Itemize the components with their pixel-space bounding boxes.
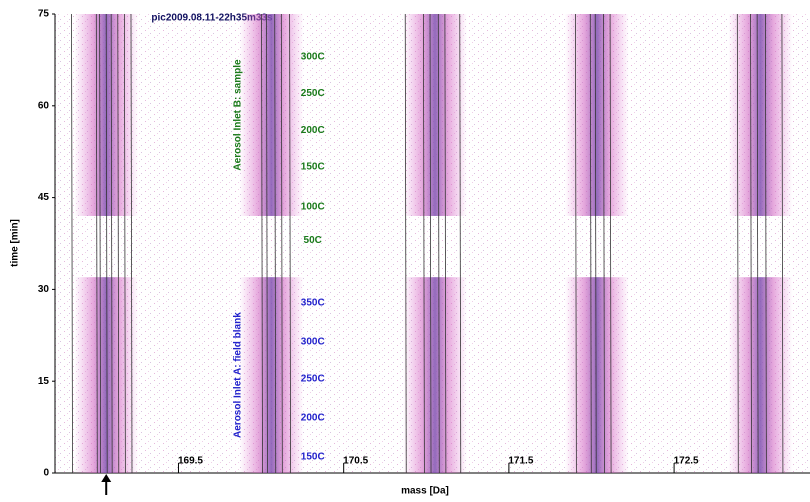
peak-streak — [402, 277, 467, 473]
arrow-head — [101, 474, 112, 482]
marker-line — [594, 13, 597, 474]
temperature-label: 300C — [301, 51, 325, 62]
marker-line — [429, 13, 432, 474]
temperature-label: 200C — [301, 413, 325, 424]
temperature-label: 50C — [304, 235, 322, 246]
y-tick-label: 15 — [38, 376, 50, 387]
marker-line — [95, 13, 98, 474]
marker-line — [575, 13, 577, 474]
marker-line — [437, 13, 440, 474]
region-label: Aerosol Inlet B: sample — [232, 59, 243, 171]
peak-streak — [402, 14, 467, 216]
marker-line — [274, 13, 277, 474]
marker-line — [105, 13, 108, 474]
marker-line — [130, 13, 133, 474]
marker-line — [589, 13, 592, 474]
marker-line — [110, 13, 113, 474]
peak-streak — [564, 14, 629, 216]
y-tick-label: 75 — [38, 9, 50, 20]
marker-line — [764, 13, 767, 474]
marker-line — [603, 13, 605, 474]
marker-line — [609, 13, 612, 474]
marker-line — [736, 13, 739, 474]
marker-line — [781, 13, 784, 474]
x-tick-label: 172.5 — [674, 456, 699, 467]
temperature-label: 100C — [301, 201, 325, 212]
marker-line — [750, 13, 752, 474]
y-tick-label: 45 — [38, 192, 50, 203]
marker-line — [266, 13, 268, 474]
chart-title: pic2009.08.11-22h35m33s — [151, 13, 273, 24]
y-tick-label: 60 — [38, 100, 50, 111]
region-label: Aerosol Inlet A: field blank — [232, 312, 243, 438]
y-tick-label: 30 — [38, 284, 50, 295]
temperature-label: 250C — [301, 373, 325, 384]
marker-line — [71, 13, 73, 474]
marker-line — [459, 13, 462, 474]
temperature-label: 300C — [301, 337, 325, 348]
marker-line — [123, 13, 126, 474]
marker-line — [423, 13, 425, 474]
x-tick-label: 170.5 — [343, 456, 368, 467]
y-tick-label: 0 — [43, 468, 49, 479]
marker-line — [280, 13, 283, 474]
peak-streak — [239, 14, 304, 216]
y-axis-label: time [min] — [10, 219, 21, 267]
temperature-label: 250C — [301, 88, 325, 99]
x-tick-label: 171.5 — [508, 456, 533, 467]
peak-streak — [564, 277, 629, 473]
temperature-label: 200C — [301, 125, 325, 136]
temperature-label: 350C — [301, 298, 325, 309]
marker-line — [444, 13, 447, 474]
temperature-label: 150C — [301, 452, 325, 463]
x-axis-label: mass [Da] — [401, 486, 449, 497]
marker-line — [404, 13, 407, 474]
marker-line — [289, 13, 291, 474]
marker-line — [99, 13, 102, 474]
temperature-label: 150C — [301, 162, 325, 173]
peak-streak — [728, 277, 793, 473]
peak-streak — [239, 277, 304, 473]
marker-line — [117, 13, 120, 474]
marker-line — [261, 13, 263, 474]
marker-line — [756, 13, 759, 474]
peak-streak — [74, 277, 139, 473]
x-tick-label: 169.5 — [178, 456, 203, 467]
